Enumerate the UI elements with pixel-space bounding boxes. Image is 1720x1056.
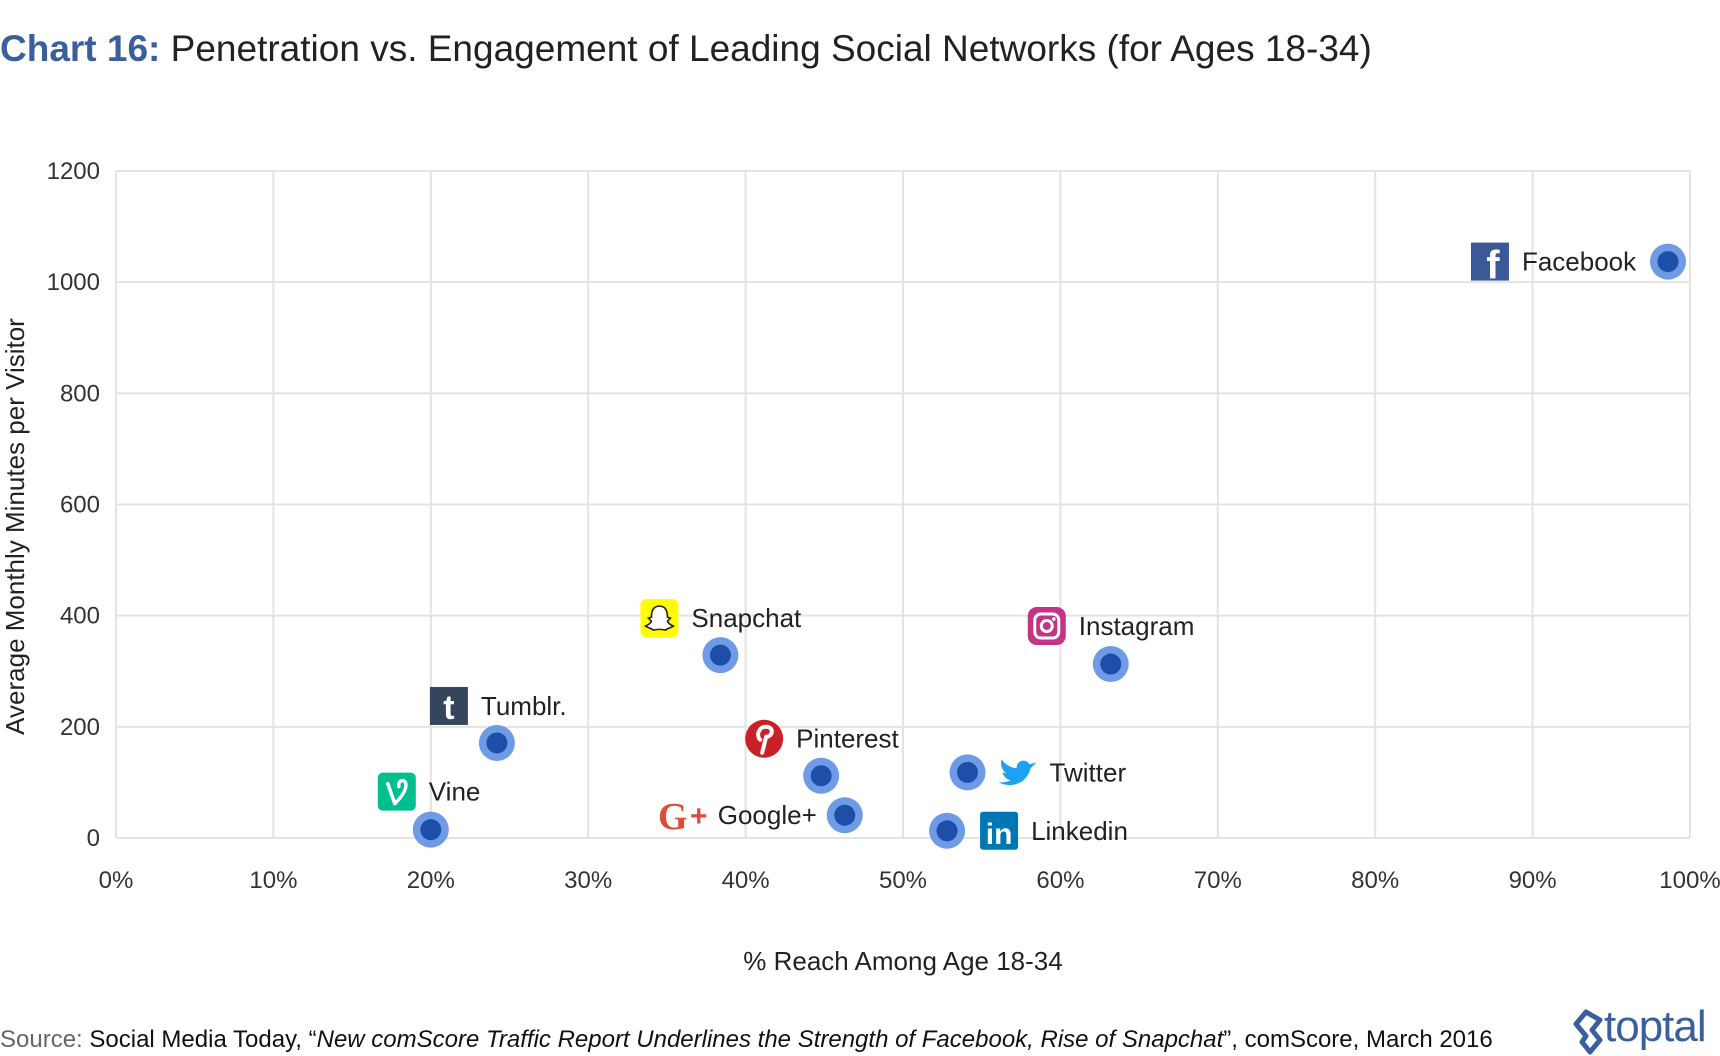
- google-plus-icon: G +: [658, 796, 708, 838]
- point-marker: [936, 820, 958, 842]
- data-point-vine: Vine: [412, 777, 481, 848]
- x-tick-label: 20%: [407, 867, 455, 894]
- x-tick-label: 50%: [879, 867, 927, 894]
- x-tick-label: 60%: [1036, 867, 1084, 894]
- vine-icon: [377, 772, 416, 811]
- svg-text:in: in: [986, 818, 1013, 851]
- y-tick-label: 600: [60, 492, 100, 519]
- data-point-twitter: Twitter: [949, 754, 1127, 791]
- source-note: Source: Social Media Today, “New comScor…: [0, 1026, 1493, 1054]
- svg-text:t: t: [443, 689, 454, 727]
- snapchat-icon: [640, 599, 679, 638]
- point-label: Instagram: [1079, 611, 1195, 641]
- chart-title-prefix: Chart 16:: [0, 28, 161, 69]
- x-tick-label: 30%: [564, 867, 612, 894]
- data-point-pinterest: Pinterest: [796, 724, 900, 794]
- chart-title: Chart 16: Penetration vs. Engagement of …: [0, 28, 1372, 70]
- point-marker: [709, 644, 731, 666]
- data-point-tumblr: Tumblr.: [478, 691, 567, 761]
- point-marker: [834, 804, 856, 826]
- x-tick-label: 40%: [722, 867, 770, 894]
- x-tick-label: 80%: [1351, 867, 1399, 894]
- facebook-icon: f: [1470, 242, 1509, 288]
- svg-text:+: +: [690, 800, 708, 833]
- data-point-google: Google+: [718, 797, 863, 834]
- data-point-linkedin: Linkedin: [929, 812, 1128, 849]
- point-label: Facebook: [1522, 247, 1637, 277]
- toptal-logo-icon: [1573, 1009, 1603, 1055]
- tumblr-icon: t: [429, 686, 468, 727]
- y-axis-title: Average Monthly Minutes per Visitor: [0, 318, 30, 735]
- instagram-icon: [1027, 607, 1066, 646]
- source-label: Source:: [0, 1026, 83, 1053]
- y-tick-label: 1200: [47, 158, 100, 185]
- point-marker: [957, 761, 979, 783]
- source-text-start: Social Media Today, “: [82, 1026, 317, 1053]
- point-marker: [810, 765, 832, 787]
- source-text-end: ”, comScore, March 2016: [1223, 1026, 1493, 1053]
- linkedin-icon: in: [980, 811, 1019, 851]
- x-tick-label: 100%: [1659, 867, 1720, 894]
- x-tick-label: 70%: [1194, 867, 1242, 894]
- y-tick-label: 1000: [47, 269, 100, 296]
- data-point-instagram: Instagram: [1079, 611, 1195, 683]
- toptal-logo: toptal: [1572, 1002, 1720, 1056]
- point-label: Linkedin: [1031, 816, 1128, 846]
- svg-text:G: G: [658, 796, 688, 838]
- x-axis-title: % Reach Among Age 18-34: [743, 946, 1062, 976]
- scatter-chart: 0% 10% 20% 30% 40% 50% 60% 70% 80% 90% 100% 0 200 400…: [0, 158, 1720, 976]
- point-marker: [420, 819, 442, 841]
- point-marker: [1100, 653, 1122, 675]
- point-label: Vine: [429, 777, 481, 807]
- twitter-icon: [998, 759, 1037, 786]
- x-tick-label: 90%: [1509, 867, 1557, 894]
- point-label: Google+: [718, 800, 817, 830]
- svg-text:f: f: [1486, 244, 1500, 288]
- data-point-snapchat: Snapchat: [691, 603, 802, 674]
- source-article-title: New comScore Traffic Report Underlines t…: [316, 1026, 1224, 1053]
- chart-title-main: Penetration vs. Engagement of Leading So…: [170, 28, 1372, 69]
- data-point-facebook: Facebook: [1522, 243, 1686, 280]
- point-label: Twitter: [1050, 757, 1127, 787]
- x-tick-label: 0%: [99, 867, 134, 894]
- point-marker: [486, 732, 508, 754]
- x-tick-label: 10%: [249, 867, 297, 894]
- point-marker: [1657, 251, 1679, 273]
- y-tick-label: 0: [87, 825, 100, 852]
- point-label: Pinterest: [796, 724, 899, 754]
- point-label: Tumblr.: [481, 691, 567, 721]
- y-tick-label: 800: [60, 380, 100, 407]
- y-tick-label: 400: [60, 603, 100, 630]
- point-label: Snapchat: [691, 603, 802, 633]
- y-tick-label: 200: [60, 714, 100, 741]
- toptal-wordmark: toptal: [1604, 1002, 1707, 1051]
- pinterest-icon: [745, 719, 784, 758]
